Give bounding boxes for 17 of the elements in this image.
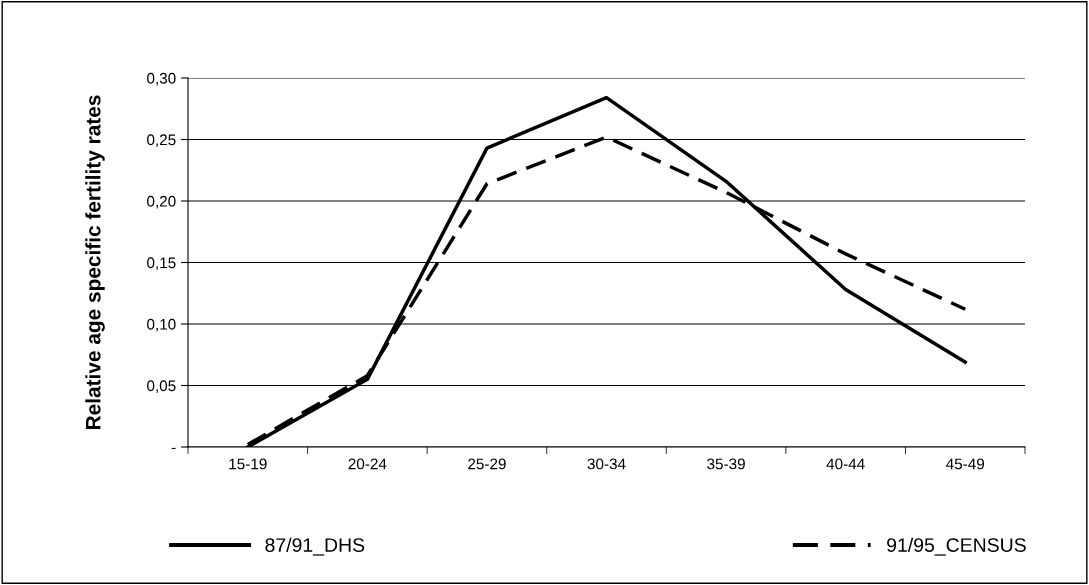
y-tick-label: 0,15 [147, 257, 176, 270]
legend-label: 91/95_CENSUS [887, 537, 1026, 556]
y-tick-label: 0,20 [147, 195, 176, 209]
legend-label: 87/91_DHS [265, 537, 365, 556]
x-tick-label: 15-19 [229, 458, 267, 470]
x-tick-label: 20-24 [348, 458, 387, 470]
y-tick-label: 0,30 [147, 72, 176, 86]
x-tick-label: 45-49 [946, 458, 985, 470]
y-tick-label: 0,05 [147, 380, 176, 393]
x-tick-label: 25-29 [468, 458, 506, 470]
y-tick-label: - [171, 447, 176, 450]
x-tick-label: 35-39 [707, 458, 745, 470]
y-axis-title: Relative age specific fertility rates [85, 95, 105, 429]
x-tick-label: 30-34 [587, 458, 626, 470]
y-tick-label: 0,10 [147, 318, 176, 332]
y-tick-label: 0,25 [147, 134, 176, 147]
x-tick-label: 40-44 [826, 458, 865, 470]
